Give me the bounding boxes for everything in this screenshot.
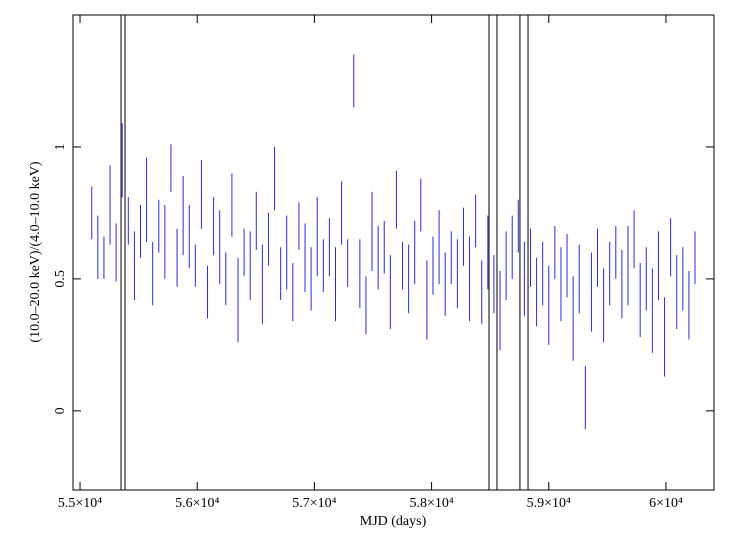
- x-tick-label: 6×10⁴: [649, 496, 683, 511]
- plot-frame: [72, 14, 715, 491]
- y-tick-label: 0: [53, 407, 68, 414]
- x-tick-label: 5.8×10⁴: [409, 496, 453, 511]
- y-tick-label: 0.5: [53, 270, 68, 288]
- y-tick-label: 1: [53, 143, 68, 150]
- x-axis-label: MJD (days): [360, 514, 427, 529]
- x-tick-label: 5.5×10⁴: [58, 496, 102, 511]
- x-tick-label: 5.6×10⁴: [175, 496, 219, 511]
- y-axis-label: (10.0–20.0 keV)/(4.0–10.0 keV): [28, 161, 43, 343]
- x-tick-label: 5.9×10⁴: [527, 496, 571, 511]
- x-tick-label: 5.7×10⁴: [292, 496, 336, 511]
